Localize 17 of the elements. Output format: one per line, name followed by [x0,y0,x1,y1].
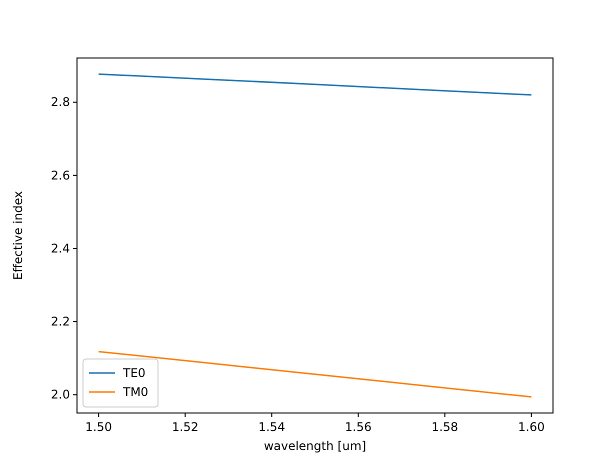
x-tick-label: 1.54 [258,420,286,434]
line-series [98,73,532,96]
legend-label: TM0 [122,385,148,399]
y-tick-label: 2.8 [50,95,70,110]
x-tick-label: 1.50 [85,420,112,434]
legend-label: TE0 [122,366,146,380]
y-tick-label: 2.6 [50,168,70,182]
y-axis-title: Effective index [11,191,25,280]
x-tick-label: 1.56 [344,420,372,434]
y-tick-label: 2.2 [50,314,70,329]
x-axis-title: wavelength [um] [264,439,366,453]
x-tick-label: 1.58 [431,420,458,434]
y-tick-label: 2.0 [50,388,70,402]
x-tick-label: 1.52 [172,420,199,434]
y-tick-label: 2.4 [50,241,70,256]
x-tick-label: 1.60 [518,420,545,434]
line-series [98,350,532,398]
